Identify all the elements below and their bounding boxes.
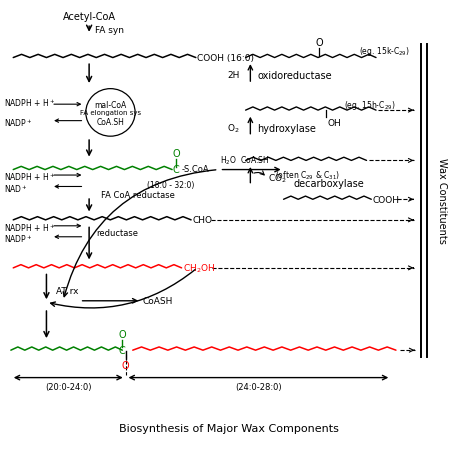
Text: CH$_2$OH: CH$_2$OH xyxy=(183,262,215,274)
Text: O: O xyxy=(118,329,126,339)
Text: NADP$^+$: NADP$^+$ xyxy=(4,233,32,245)
Text: decarboxylase: decarboxylase xyxy=(292,179,363,189)
Text: Acetyl-CoA: Acetyl-CoA xyxy=(62,12,115,22)
Text: C: C xyxy=(119,346,126,355)
Text: COOH: COOH xyxy=(372,196,399,204)
Text: O: O xyxy=(121,360,129,370)
Text: mal-CoA: mal-CoA xyxy=(94,101,126,109)
Text: oxidoreductase: oxidoreductase xyxy=(257,71,331,81)
Text: -S.CoA: -S.CoA xyxy=(182,165,209,174)
Text: 2H: 2H xyxy=(227,71,239,80)
Text: AT rx: AT rx xyxy=(56,286,78,296)
Text: CoASH: CoASH xyxy=(142,297,172,306)
Text: NADP$^+$: NADP$^+$ xyxy=(4,118,32,129)
Text: (18:0 - 32:0): (18:0 - 32:0) xyxy=(147,180,194,189)
Text: NAD$^+$: NAD$^+$ xyxy=(4,183,28,194)
Text: reductase: reductase xyxy=(96,228,138,237)
Text: Biosynthesis of Major Wax Components: Biosynthesis of Major Wax Components xyxy=(119,423,338,433)
Text: NADPH + H$^+$: NADPH + H$^+$ xyxy=(4,222,55,234)
Text: (eg. 15h-C$_{29}$): (eg. 15h-C$_{29}$) xyxy=(344,99,395,112)
Text: C: C xyxy=(172,164,179,174)
Text: FA CoA reductase: FA CoA reductase xyxy=(101,191,175,200)
Text: (20:0-24:0): (20:0-24:0) xyxy=(45,382,91,392)
Text: CO$_2$: CO$_2$ xyxy=(268,172,287,185)
Text: O$_2$: O$_2$ xyxy=(227,122,239,134)
Text: H$_2$O  CoA.SH: H$_2$O CoA.SH xyxy=(220,154,270,167)
Text: CHO: CHO xyxy=(192,216,212,225)
Text: FA syn: FA syn xyxy=(95,26,124,34)
Text: CoA.SH: CoA.SH xyxy=(96,118,124,127)
Text: NADPH + H$^+$: NADPH + H$^+$ xyxy=(4,97,55,109)
Text: FA elongation sys: FA elongation sys xyxy=(79,110,141,116)
Text: O: O xyxy=(172,149,179,159)
Text: (often C$_{29}$ & C$_{31}$): (often C$_{29}$ & C$_{31}$) xyxy=(274,169,339,182)
Text: Wax Constituents: Wax Constituents xyxy=(436,158,446,244)
Text: hydroxylase: hydroxylase xyxy=(257,124,316,134)
Text: O: O xyxy=(315,39,322,48)
Text: COOH (16:0): COOH (16:0) xyxy=(197,54,254,63)
Text: (24:0-28:0): (24:0-28:0) xyxy=(235,382,281,392)
Text: OH: OH xyxy=(327,119,340,128)
Text: NADPH + H$^+$: NADPH + H$^+$ xyxy=(4,171,55,183)
Text: (eg. 15k-C$_{29}$): (eg. 15k-C$_{29}$) xyxy=(359,45,409,57)
